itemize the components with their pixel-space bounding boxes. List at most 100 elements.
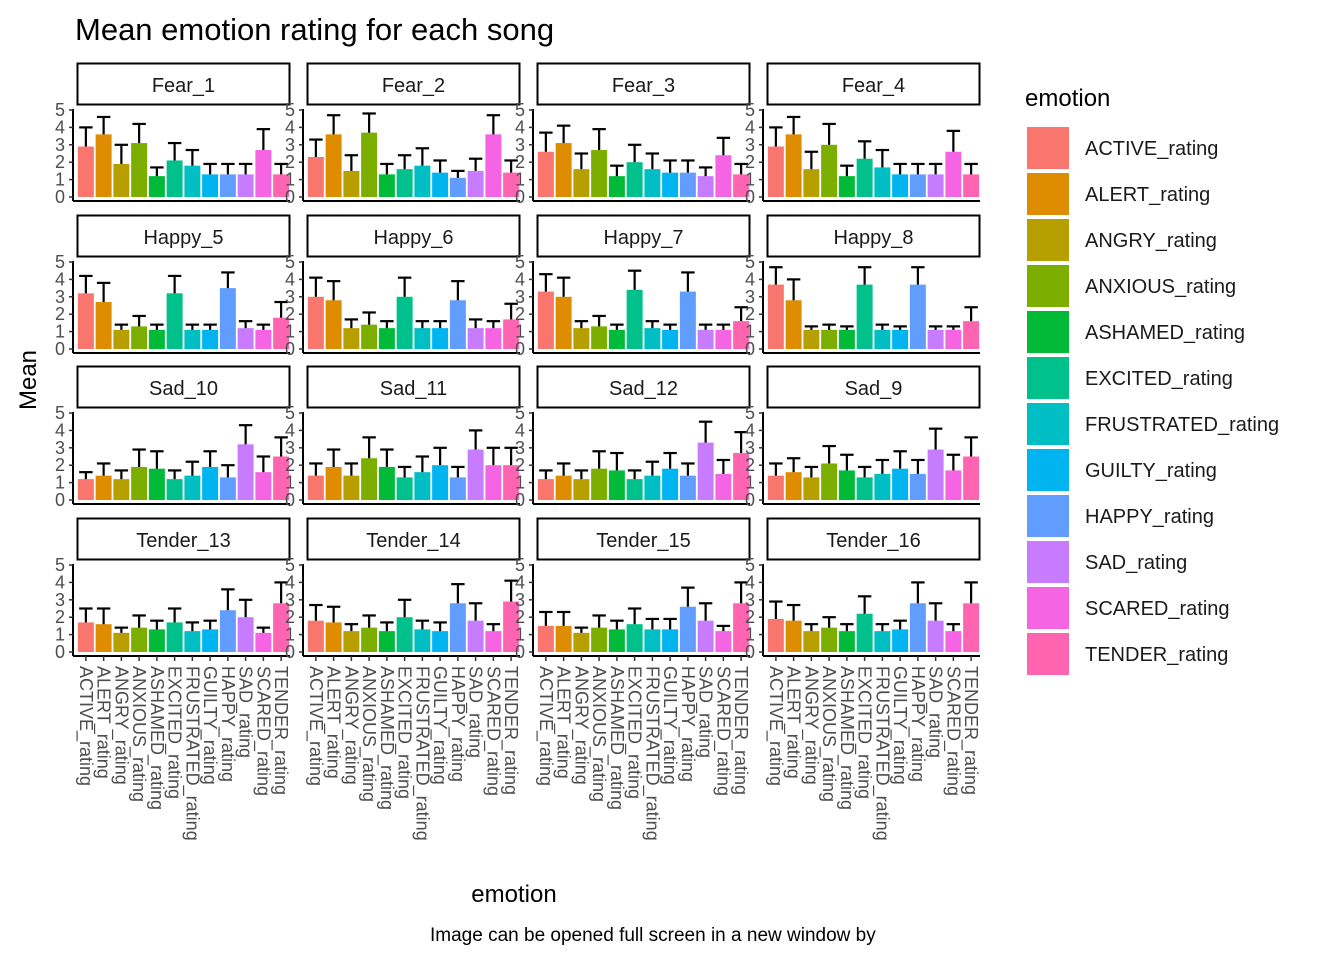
bar-SAD_rating — [697, 176, 714, 197]
legend-swatch — [1027, 403, 1069, 445]
bar-ANXIOUS_rating — [591, 150, 608, 197]
error-bar — [875, 458, 890, 474]
x-tick-label: ANXIOUS_rating — [128, 666, 149, 802]
bar-ANGRY_rating — [113, 479, 130, 500]
y-tick-label: 2 — [745, 607, 755, 627]
bar-EXCITED_rating — [166, 160, 183, 197]
error-bar — [203, 619, 217, 630]
error-bar — [415, 147, 430, 166]
y-tick-label: 1 — [285, 625, 295, 645]
legend-item-ANXIOUS_rating: ANXIOUS_rating — [1027, 265, 1236, 307]
bar-TENDER_rating — [503, 172, 520, 197]
bar-HAPPY_rating — [219, 610, 236, 652]
error-bar — [574, 626, 589, 633]
error-bar — [150, 166, 164, 177]
legend-label: ALERT_rating — [1085, 184, 1210, 206]
y-tick-label: 1 — [515, 625, 525, 645]
bar-ACTIVE_rating — [307, 475, 324, 500]
error-bar — [946, 129, 961, 152]
error-bar — [698, 166, 713, 177]
bar-ASHAMED_rating — [378, 631, 395, 652]
bar-ANXIOUS_rating — [131, 466, 148, 500]
bar-ALERT_rating — [325, 300, 342, 349]
error-bar — [274, 162, 288, 175]
y-tick-label: 4 — [515, 420, 525, 440]
bar-GUILTY_rating — [892, 629, 909, 652]
y-tick-label: 3 — [55, 438, 65, 458]
y-tick-label: 1 — [515, 170, 525, 190]
legend-swatch — [1027, 495, 1069, 537]
bar-ACTIVE_rating — [77, 622, 94, 652]
bar-HAPPY_rating — [679, 172, 696, 197]
facet-strip — [306, 365, 521, 409]
y-tick-label: 5 — [745, 403, 755, 423]
bar-TENDER_rating — [733, 174, 750, 197]
y-tick-label: 5 — [55, 403, 65, 423]
bar-SCARED_rating — [945, 470, 962, 500]
facet-strip — [536, 365, 751, 409]
error-bar — [592, 450, 606, 469]
x-tick-label: ANGRY_rating — [800, 666, 821, 785]
y-tick-label: 4 — [55, 572, 65, 592]
error-bar — [238, 424, 253, 445]
error-bar — [769, 600, 783, 619]
error-bar — [893, 162, 907, 175]
legend-swatch — [1027, 449, 1069, 491]
bar-GUILTY_rating — [202, 629, 219, 652]
bar-ANGRY_rating — [573, 328, 590, 349]
facet-strip-label: Happy_6 — [373, 227, 453, 249]
bar-FRUSTRATED_rating — [644, 328, 661, 349]
facet-strip-label: Tender_14 — [366, 530, 461, 552]
error-bar — [185, 323, 200, 330]
error-bar — [344, 462, 359, 476]
bar-TENDER_rating — [503, 465, 520, 500]
error-bar — [964, 306, 978, 322]
legend-item-TENDER_rating: TENDER_rating — [1027, 633, 1228, 675]
bar-EXCITED_rating — [396, 617, 413, 652]
bar-ASHAMED_rating — [608, 176, 625, 197]
x-tick-label: ALERT_rating — [783, 666, 804, 779]
error-bar — [893, 619, 907, 630]
bar-EXCITED_rating — [166, 479, 183, 500]
error-bar — [911, 458, 925, 474]
facet-strip — [306, 214, 521, 258]
error-bar — [822, 323, 836, 330]
bar-EXCITED_rating — [626, 162, 643, 197]
y-tick-label: 2 — [515, 304, 525, 324]
error-bar — [309, 603, 323, 621]
bar-HAPPY_rating — [909, 473, 926, 500]
error-bar — [238, 598, 253, 618]
bar-GUILTY_rating — [432, 172, 449, 197]
error-bar — [132, 122, 146, 144]
facet-strip — [76, 214, 291, 258]
facet-strip — [76, 517, 291, 561]
bar-ALERT_rating — [95, 134, 112, 197]
chart-title: Mean emotion rating for each song — [75, 12, 554, 47]
legend-swatch — [1027, 265, 1069, 307]
y-tick-label: 5 — [285, 555, 295, 575]
error-bar — [592, 314, 606, 327]
y-tick-label: 1 — [55, 473, 65, 493]
error-bar — [96, 281, 111, 303]
bar-FRUSTRATED_rating — [184, 165, 201, 197]
bar-EXCITED_rating — [626, 624, 643, 652]
bar-ASHAMED_rating — [608, 470, 625, 500]
bar-FRUSTRATED_rating — [414, 472, 431, 500]
facet-strip — [766, 365, 981, 409]
y-tick-label: 3 — [515, 135, 525, 155]
y-tick-label: 2 — [55, 152, 65, 172]
x-tick-label: EXCITED_rating — [854, 666, 875, 799]
error-bar — [451, 465, 465, 478]
bar-SAD_rating — [237, 328, 254, 349]
y-tick-label: 0 — [515, 339, 525, 359]
bar-SAD_rating — [697, 620, 714, 652]
error-bar — [663, 617, 677, 630]
error-bar — [556, 276, 571, 297]
legend-label: ASHAMED_rating — [1085, 322, 1245, 344]
bar-ANXIOUS_rating — [821, 329, 838, 349]
bar-ASHAMED_rating — [378, 328, 395, 349]
